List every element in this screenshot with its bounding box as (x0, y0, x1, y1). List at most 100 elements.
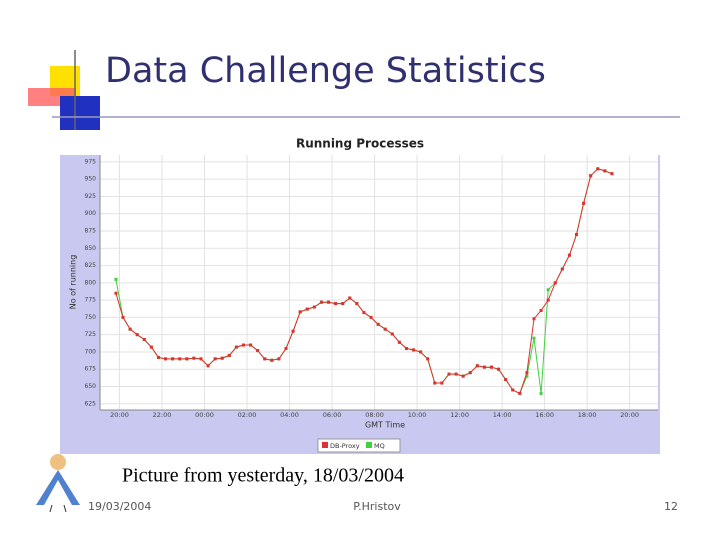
data-point (390, 332, 394, 336)
y-tick-label: 850 (85, 245, 97, 252)
data-point (185, 357, 189, 361)
chart-header (60, 130, 660, 155)
data-point (553, 281, 557, 285)
data-point (128, 327, 132, 331)
data-point (610, 172, 614, 176)
data-point (164, 357, 168, 361)
data-point (475, 364, 479, 368)
x-tick-label: 20:00 (620, 411, 639, 419)
data-point (362, 311, 366, 315)
legend-swatch (322, 442, 328, 448)
data-point (327, 300, 331, 304)
data-point (596, 167, 600, 171)
x-tick-label: 06:00 (323, 411, 342, 419)
data-point (567, 253, 571, 257)
x-tick-label: 10:00 (408, 411, 427, 419)
data-point (270, 358, 274, 362)
data-point (227, 353, 231, 357)
data-point (199, 357, 203, 361)
data-point (277, 357, 281, 361)
data-point (433, 381, 437, 385)
data-point (348, 296, 352, 300)
x-tick-label: 20:00 (110, 411, 129, 419)
data-point (114, 277, 118, 281)
plot: 625 650 675 700 725 750 775 800 825 850 875 900 925 9… (85, 155, 658, 419)
data-point (149, 345, 153, 349)
data-point (334, 302, 338, 306)
data-point (419, 350, 423, 354)
y-tick-label: 950 (85, 176, 97, 183)
data-point (447, 372, 451, 376)
y-axis-label: No of running (69, 255, 78, 310)
x-tick-label: 04:00 (280, 411, 299, 419)
data-point (504, 378, 508, 382)
x-tick-label: 00:00 (195, 411, 214, 419)
data-point (589, 174, 593, 178)
y-tick-label: 725 (85, 331, 97, 338)
data-point (234, 345, 238, 349)
data-point (468, 371, 472, 375)
x-tick-label: 14:00 (493, 411, 512, 419)
data-point (213, 357, 217, 361)
legend-label: MQ (374, 442, 385, 450)
y-tick-label: 975 (85, 158, 97, 165)
data-point (114, 291, 118, 295)
data-point (525, 374, 529, 378)
data-point (220, 356, 224, 360)
y-tick-label: 750 (85, 314, 97, 321)
data-point (156, 355, 160, 359)
chart-title: Running Processes (296, 137, 424, 151)
y-tick-label: 825 (85, 262, 97, 269)
y-tick-label: 800 (85, 279, 97, 286)
x-tick-label: 22:00 (153, 411, 172, 419)
deco-blue (60, 96, 100, 130)
data-point (298, 310, 302, 314)
data-point (376, 322, 380, 326)
footer-date: 19/03/2004 (88, 500, 151, 513)
legend (317, 438, 401, 453)
x-tick-label: 18:00 (578, 411, 597, 419)
slide-title: Data Challenge Statistics (105, 51, 546, 91)
data-point (355, 302, 359, 306)
data-point (489, 365, 493, 369)
data-point (192, 356, 196, 360)
data-point (426, 357, 430, 361)
y-tick-label: 700 (85, 348, 97, 355)
caption: Picture from yesterday, 18/03/2004 (122, 465, 404, 487)
data-point (546, 298, 550, 302)
alice-figure (36, 454, 80, 513)
data-point (121, 315, 125, 319)
data-point (142, 338, 146, 342)
data-point (539, 391, 543, 395)
y-tick-label: 925 (85, 193, 97, 200)
data-point (582, 201, 586, 205)
y-tick-label: 625 (85, 400, 97, 407)
data-point (284, 346, 288, 350)
data-point (249, 343, 253, 347)
data-point (497, 367, 501, 371)
data-point (291, 329, 295, 333)
data-point (135, 333, 139, 337)
footer-page: 12 (664, 500, 678, 513)
x-tick-label: 08:00 (365, 411, 384, 419)
data-point (454, 372, 458, 376)
x-tick-label: 02:00 (238, 411, 257, 419)
data-point (412, 348, 416, 352)
x-axis-label: GMT Time (365, 421, 405, 430)
data-point (312, 305, 316, 309)
data-point (206, 364, 210, 368)
y-tick-label: 650 (85, 383, 97, 390)
legend-swatch (366, 442, 372, 448)
x-tick-label: 16:00 (535, 411, 554, 419)
data-point (440, 381, 444, 385)
data-point (305, 307, 309, 311)
y-tick-label: 675 (85, 366, 97, 373)
data-point (482, 365, 486, 369)
y-tick-label: 875 (85, 228, 97, 235)
data-point (461, 374, 465, 378)
data-point (383, 327, 387, 331)
x-tick-label: 12:00 (450, 411, 469, 419)
data-point (511, 388, 515, 392)
y-tick-label: 775 (85, 297, 97, 304)
